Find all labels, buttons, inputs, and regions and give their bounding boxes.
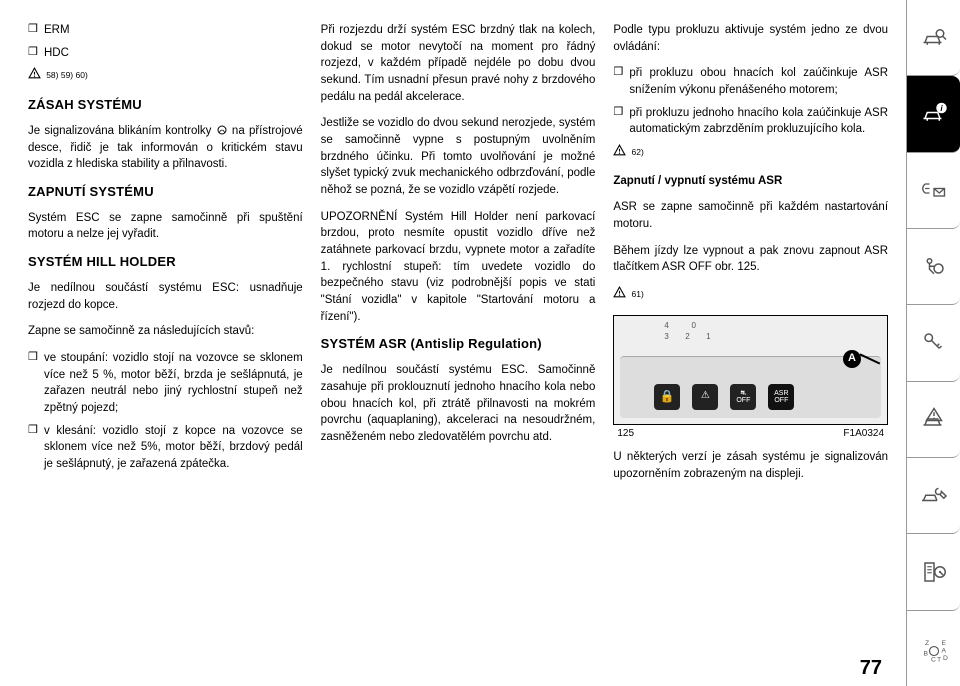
esc-warning-icon [216, 124, 228, 136]
nav-airbag[interactable] [907, 229, 960, 305]
bullet-text: ERM [44, 22, 303, 39]
paragraph: Jestliže se vozidlo do dvou sekund neroz… [321, 115, 596, 198]
car-wrench-icon [919, 481, 949, 511]
bullet-glyph: ❒ [28, 350, 38, 417]
page-number: 77 [860, 657, 882, 680]
nav-index[interactable]: Z E B ADCT [907, 611, 960, 686]
bullet-text: při prokluzu obou hnacích kol zaúčinkuje… [629, 65, 888, 98]
bullet-hdc: ❒ HDC [28, 45, 303, 62]
bullet-both-wheels: ❒ při prokluzu obou hnacích kol zaúčinku… [613, 65, 888, 98]
heading-zapnuti: ZAPNUTÍ SYSTÉMU [28, 183, 303, 202]
paragraph: Systém ESC se zapne samočinně při spuště… [28, 210, 303, 243]
svg-text:C: C [931, 657, 936, 664]
subheading-asr-toggle: Zapnutí / vypnutí systému ASR [613, 173, 888, 190]
bullet-erm: ❒ ERM [28, 22, 303, 39]
btn-label: ASR OFF [768, 390, 794, 404]
dash-button-hazard: ⚠ [692, 384, 718, 410]
figure-image: 4 0 3 2 1 🔒 ⚠ ⛐OFF ASR OFF A [613, 315, 888, 425]
bullet-text: HDC [44, 45, 303, 62]
nav-service[interactable] [907, 458, 960, 534]
svg-text:Z: Z [925, 640, 929, 647]
refs-line: 61) [613, 286, 888, 305]
nav-warning[interactable] [907, 382, 960, 458]
airbag-icon [919, 252, 949, 282]
bullet-text: v klesání: vozidlo stojí z kopce na vozo… [44, 423, 303, 473]
car-info-icon: i [919, 99, 949, 129]
text-part: Je signalizována blikáním kontrolky [28, 125, 211, 137]
paragraph: Podle typu prokluzu aktivuje systém jedn… [613, 22, 888, 55]
bullet-text: při prokluzu jednoho hnacího kola zaúčin… [629, 105, 888, 138]
content-area: ❒ ERM ❒ HDC 58) 59) 60) ZÁSAH SYSTÉMU Je… [0, 0, 906, 686]
svg-text:E: E [941, 640, 946, 647]
paragraph: UPOZORNĚNÍ Systém Hill Holder není parko… [321, 209, 596, 326]
paragraph: ASR se zapne samočinně při každém nastar… [613, 199, 888, 232]
figure-footer: 125 F1A0324 [613, 425, 888, 442]
paragraph: Je nedílnou součástí systému ESC. Samoči… [321, 362, 596, 445]
nav-info[interactable]: i [907, 76, 960, 152]
svg-text:B: B [923, 651, 928, 658]
refs-line: 62) [613, 144, 888, 163]
warning-icon [613, 286, 626, 305]
heading-zasah: ZÁSAH SYSTÉMU [28, 96, 303, 115]
paragraph: Je nedílnou součástí systému ESC: usnadň… [28, 280, 303, 313]
dash-button-asr-off: ASR OFF [768, 384, 794, 410]
figure-number: 125 [617, 427, 634, 442]
bullet-glyph: ❒ [613, 65, 623, 98]
heading-hillholder: SYSTÉM HILL HOLDER [28, 253, 303, 272]
key-hand-icon [919, 328, 949, 358]
figure-code: F1A0324 [843, 427, 884, 442]
bullet-glyph: ❒ [613, 105, 623, 138]
heading-asr: SYSTÉM ASR (Antislip Regulation) [321, 335, 596, 354]
paragraph: Je signalizována blikáním kontrolky na p… [28, 123, 303, 173]
paragraph: Zapne se samočinně za následujících stav… [28, 323, 303, 340]
bullet-glyph: ❒ [28, 423, 38, 473]
specs-list-icon [919, 557, 949, 587]
dash-button-lock: 🔒 [654, 384, 680, 410]
bullet-glyph: ❒ [28, 45, 38, 62]
nav-key[interactable] [907, 305, 960, 381]
nav-lights[interactable] [907, 153, 960, 229]
nav-specs[interactable] [907, 534, 960, 610]
bullet-downhill: ❒ v klesání: vozidlo stojí z kopce na vo… [28, 423, 303, 473]
column-1: ❒ ERM ❒ HDC 58) 59) 60) ZÁSAH SYSTÉMU Je… [28, 22, 303, 676]
warning-icon [613, 144, 626, 163]
column-3: Podle typu prokluzu aktivuje systém jedn… [613, 22, 888, 676]
paragraph: Při rozjezdu drží systém ESC brzdný tlak… [321, 22, 596, 105]
bullet-glyph: ❒ [28, 22, 38, 39]
bullet-text: ve stoupání: vozidlo stojí na vozovce se… [44, 350, 303, 417]
dash-button-traction: ⛐OFF [730, 384, 756, 410]
page-root: ❒ ERM ❒ HDC 58) 59) 60) ZÁSAH SYSTÉMU Je… [0, 0, 960, 686]
svg-text:D: D [943, 655, 948, 662]
index-letters-icon: Z E B ADCT [919, 633, 949, 663]
car-warning-icon [919, 404, 949, 434]
bullet-uphill: ❒ ve stoupání: vozidlo stojí na vozovce … [28, 350, 303, 417]
bullet-one-wheel: ❒ při prokluzu jednoho hnacího kola zaúč… [613, 105, 888, 138]
paragraph: Během jízdy lze vypnout a pak znovu zapn… [613, 243, 888, 276]
nav-search-car[interactable] [907, 0, 960, 76]
lights-mail-icon [919, 175, 949, 205]
warning-icon [28, 67, 41, 86]
paragraph: U některých verzí je zásah systému je si… [613, 449, 888, 482]
car-search-icon [919, 23, 949, 53]
svg-text:A: A [941, 648, 946, 655]
gauge-marks: 4 0 3 2 1 [664, 320, 714, 343]
svg-text:T: T [937, 657, 941, 664]
refs-text: 58) 59) 60) [46, 70, 88, 80]
refs-text: 62) [632, 147, 644, 157]
column-2: Při rozjezdu drží systém ESC brzdný tlak… [321, 22, 596, 676]
sidebar-nav: i Z E B ADCT [906, 0, 960, 686]
refs-line: 58) 59) 60) [28, 67, 303, 86]
figure-125: 4 0 3 2 1 🔒 ⚠ ⛐OFF ASR OFF A 125 F1A0324 [613, 315, 888, 442]
refs-text: 61) [632, 289, 644, 299]
callout-a: A [843, 350, 861, 368]
